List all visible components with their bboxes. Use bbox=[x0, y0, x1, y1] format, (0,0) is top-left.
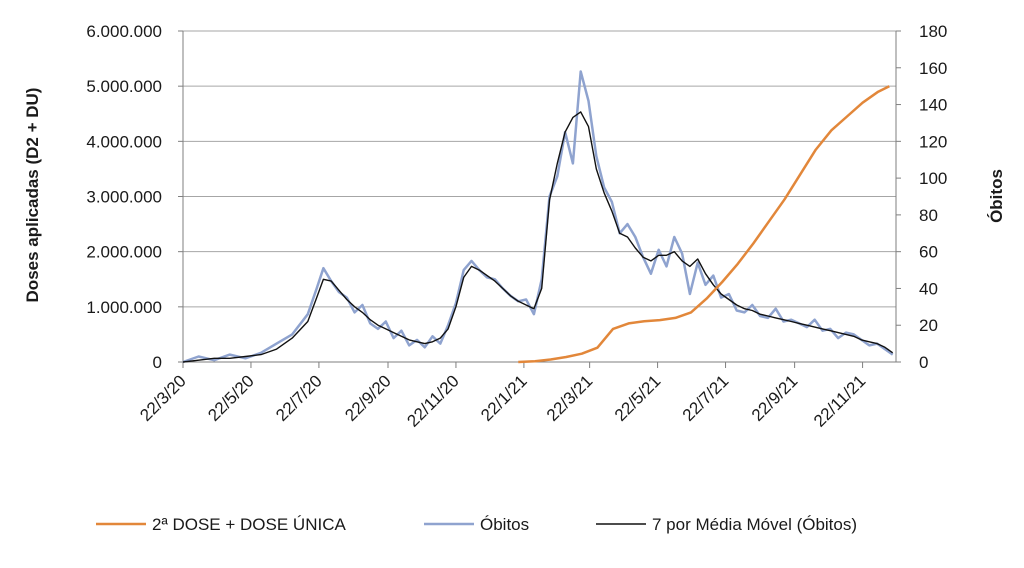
left-tick-label: 3.000.000 bbox=[86, 188, 162, 207]
series-line-doses bbox=[518, 85, 890, 364]
right-axis-title: Óbitos bbox=[987, 169, 1006, 223]
x-tick-label: 22/7/21 bbox=[679, 371, 733, 425]
x-tick-label: 22/3/21 bbox=[543, 371, 597, 425]
right-tick-label: 140 bbox=[919, 96, 947, 115]
left-tick-label: 2.000.000 bbox=[86, 243, 162, 262]
legend-label-doses: 2ª DOSE + DOSE ÚNICA bbox=[152, 515, 346, 534]
x-tick-label: 22/9/20 bbox=[341, 371, 395, 425]
axes bbox=[178, 30, 901, 368]
x-tick-label: 22/1/21 bbox=[477, 371, 531, 425]
series-line-obitos bbox=[182, 70, 894, 364]
right-tick-label: 100 bbox=[919, 169, 947, 188]
x-tick-label: 22/5/21 bbox=[611, 371, 665, 425]
legend: 2ª DOSE + DOSE ÚNICA Óbitos 7 por Média … bbox=[96, 515, 857, 534]
right-tick-label: 40 bbox=[919, 279, 938, 298]
left-axis-title: Doses aplicadas (D2 + DU) bbox=[23, 88, 42, 303]
x-tick-label: 22/5/20 bbox=[204, 371, 258, 425]
left-tick-label: 5.000.000 bbox=[86, 77, 162, 96]
left-tick-label: 6.000.000 bbox=[86, 22, 162, 41]
right-tick-label: 180 bbox=[919, 22, 947, 41]
left-tick-label: 4.000.000 bbox=[86, 132, 162, 151]
left-tick-label: 0 bbox=[153, 353, 162, 372]
gridlines bbox=[183, 30, 896, 308]
x-tick-label: 22/11/20 bbox=[403, 371, 462, 430]
x-tick-label: 22/3/20 bbox=[136, 371, 190, 425]
left-tick-label: 1.000.000 bbox=[86, 298, 162, 317]
right-tick-label: 0 bbox=[919, 353, 928, 372]
x-tick-label: 22/11/21 bbox=[810, 371, 869, 430]
tick-labels: 0 1.000.000 2.000.000 3.000.000 4.000.000 5.0… bbox=[86, 22, 947, 431]
right-tick-label: 20 bbox=[919, 316, 938, 335]
legend-label-obitos: Óbitos bbox=[480, 515, 529, 534]
right-tick-label: 60 bbox=[919, 243, 938, 262]
series-line-media-movel bbox=[182, 111, 894, 363]
legend-label-media-movel: 7 por Média Móvel (Óbitos) bbox=[652, 515, 857, 534]
series-lines bbox=[182, 70, 894, 364]
right-tick-label: 80 bbox=[919, 206, 938, 225]
right-tick-label: 120 bbox=[919, 132, 947, 151]
x-tick-label: 22/7/20 bbox=[272, 371, 326, 425]
x-tick-label: 22/9/21 bbox=[748, 371, 802, 425]
right-tick-label: 160 bbox=[919, 59, 947, 78]
